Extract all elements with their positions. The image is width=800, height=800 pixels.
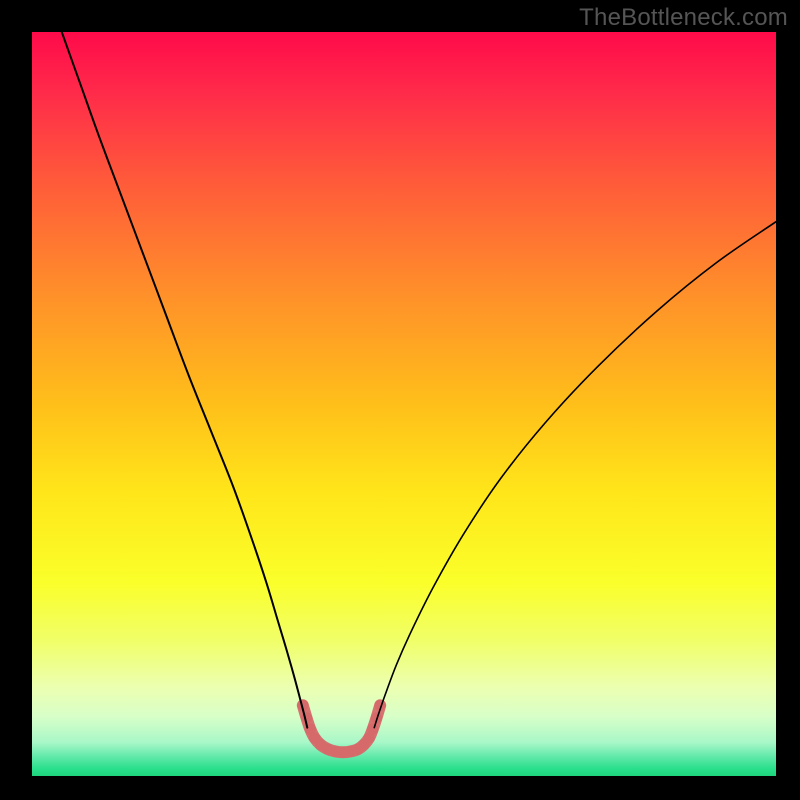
watermark-text: TheBottleneck.com: [579, 4, 788, 32]
stage: TheBottleneck.com: [0, 0, 800, 800]
plot-area: [32, 32, 776, 776]
valley-band: [297, 700, 386, 758]
curve-overlay: [32, 32, 776, 776]
curve-left: [62, 32, 308, 728]
curve-right: [374, 222, 776, 728]
